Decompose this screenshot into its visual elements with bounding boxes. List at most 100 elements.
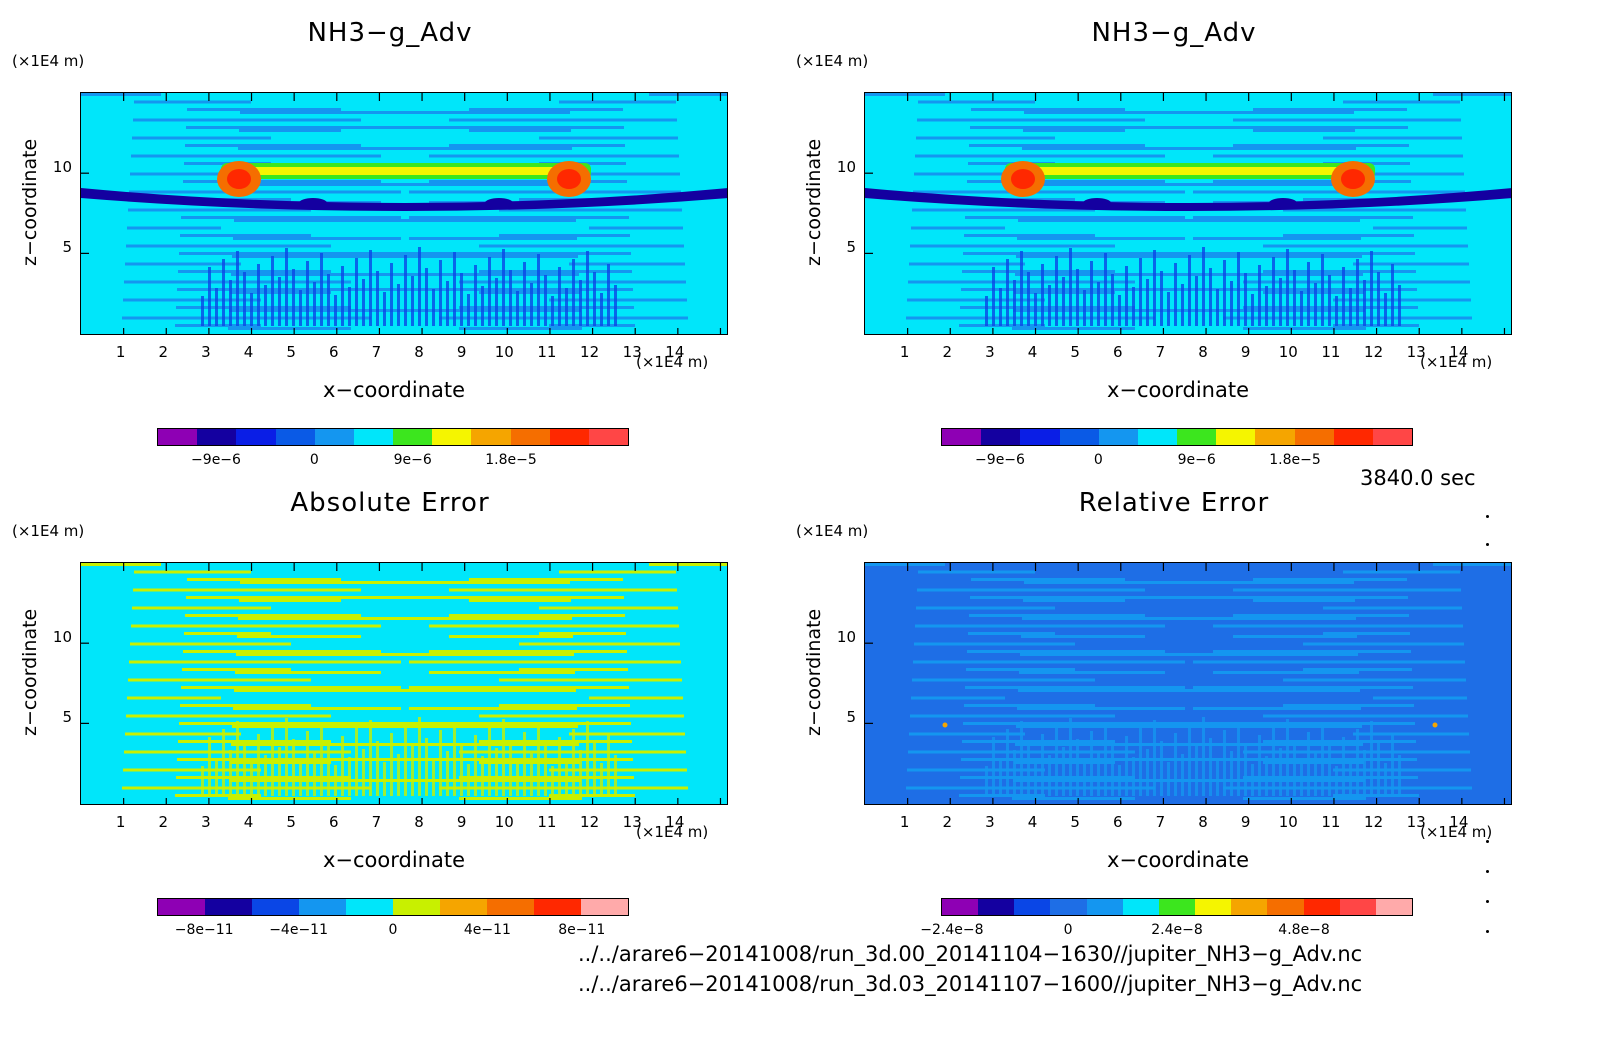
colorbar-tick-label: −8e−11: [174, 922, 234, 938]
x-tick-label: 13: [622, 813, 642, 831]
field-stripe: [509, 270, 512, 326]
field-stripe: [439, 730, 442, 796]
field-band: [649, 563, 727, 566]
field-stripe: [236, 721, 239, 796]
field-stripe: [215, 758, 218, 796]
y-tick-label: 10: [836, 628, 856, 646]
file-path-2: ../../arare6−20141008/run_3d.03_20141107…: [578, 972, 1363, 996]
field-band: [912, 208, 1095, 212]
field-stripe: [1321, 724, 1324, 796]
field-band: [1243, 797, 1366, 800]
field-band: [1019, 671, 1165, 674]
y-tick-label: 5: [62, 238, 72, 256]
colorbar-swatch: [942, 899, 979, 915]
colorbar-swatch: [393, 899, 440, 915]
y-tick-label: 10: [52, 158, 72, 176]
field-band: [1173, 743, 1363, 746]
field-band: [1263, 761, 1364, 764]
x-axis-label: x−coordinate: [322, 848, 466, 872]
field-stripe: [530, 283, 533, 326]
y-tick-label: 10: [52, 628, 72, 646]
field-layer: [865, 188, 1511, 211]
field-band: [1123, 653, 1358, 656]
field-stripe: [1146, 749, 1149, 796]
colorbar-swatch: [432, 429, 472, 445]
field-stripe: [1300, 291, 1303, 326]
colorbar-swatch: [1267, 899, 1304, 915]
field-stripe: [1195, 746, 1198, 796]
field-band: [910, 244, 1115, 248]
field-stripe: [418, 717, 421, 796]
field-band: [359, 147, 572, 150]
field-stripe: [1146, 279, 1149, 326]
field-band: [180, 704, 311, 707]
x-tick-label: 11: [537, 813, 557, 831]
field-stripe: [1006, 729, 1009, 796]
x-tick-label: 9: [456, 343, 467, 361]
colorbar-swatch: [487, 899, 534, 915]
colorbar-swatch: [236, 429, 276, 445]
field-stripe: [1041, 734, 1044, 796]
chart-panel-4: Relative Error (×1E4 m) (×1E4 m) z−coordina…: [784, 470, 1564, 940]
field-band: [1233, 118, 1461, 122]
field-band: [1213, 671, 1359, 674]
colorbar-swatch: [275, 429, 315, 445]
field-band: [549, 768, 687, 772]
field-band: [589, 696, 683, 700]
field-stripe: [1398, 285, 1401, 326]
field-band: [179, 252, 421, 255]
x-tick-label: 6: [329, 813, 339, 831]
field-band: [1373, 226, 1467, 230]
field-stripe: [1160, 741, 1163, 796]
field-band: [865, 93, 945, 96]
field-band: [906, 786, 1155, 790]
field-stripe: [1244, 743, 1247, 796]
heatmap-field: [81, 93, 727, 334]
field-stripe: [1209, 268, 1212, 326]
field-band: [469, 108, 623, 111]
field-band: [181, 686, 401, 689]
x-tick-label: 2: [158, 813, 169, 831]
field-band: [917, 588, 1145, 592]
field-band: [187, 578, 341, 581]
heatmap-field: [81, 563, 727, 804]
field-stripe: [1328, 275, 1331, 326]
x-tick-label: 11: [1321, 813, 1341, 831]
field-band: [127, 696, 221, 700]
colorbar-tick-label: −9e−6: [191, 452, 241, 468]
field-stripe: [1104, 723, 1107, 796]
field-band: [359, 596, 624, 599]
field-stripe: [502, 249, 505, 326]
field-stripe: [1132, 757, 1135, 796]
colorbar-swatch: [981, 429, 1021, 445]
colorbar: [157, 428, 629, 446]
field-band: [559, 570, 676, 574]
field-band: [449, 144, 625, 147]
field-band: [123, 768, 261, 772]
field-stripe: [488, 257, 491, 326]
field-band: [129, 190, 401, 194]
field-band: [1233, 635, 1357, 638]
field-band: [499, 234, 630, 237]
field-stripe: [474, 735, 477, 796]
field-stripe: [460, 273, 463, 326]
field-band: [125, 262, 241, 266]
x-tick-label: 13: [1406, 813, 1426, 831]
field-band: [1343, 570, 1460, 574]
field-stripe: [1027, 742, 1030, 796]
field-cloud: [1010, 167, 1370, 175]
field-stripe: [1139, 728, 1142, 796]
field-stripe: [1279, 748, 1282, 796]
field-stripe: [1069, 248, 1072, 326]
x-axis-unit: (×1E4 m): [1420, 353, 1493, 371]
colorbar-swatch: [299, 899, 346, 915]
field-band: [1233, 144, 1409, 147]
field-stripe: [600, 763, 603, 796]
colorbar-swatch: [1059, 429, 1099, 445]
field-stripe: [1314, 283, 1317, 326]
field-band: [439, 316, 688, 320]
field-band: [449, 635, 573, 638]
field-stripe: [1020, 251, 1023, 326]
field-stripe: [1104, 253, 1107, 326]
field-band: [1303, 642, 1464, 646]
